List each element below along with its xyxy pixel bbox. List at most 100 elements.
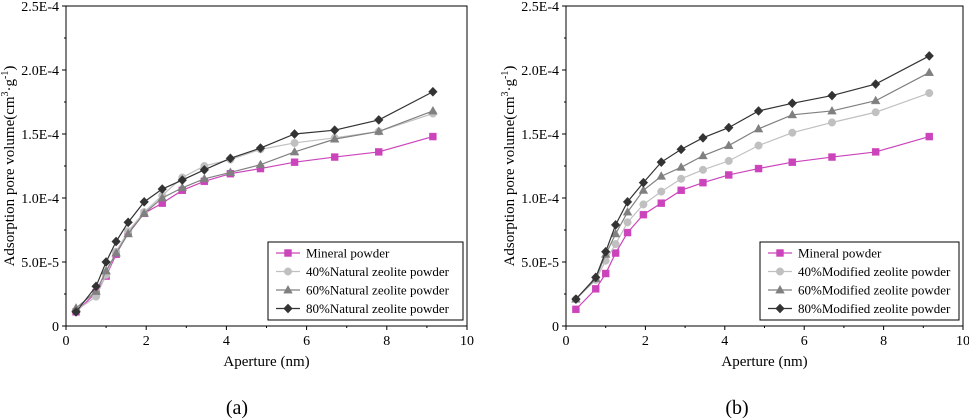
- panel-label: (a): [226, 397, 248, 419]
- legend-entry: 60%Modified zeolite powder: [798, 283, 951, 298]
- x-tick-label: 0: [563, 334, 570, 349]
- triangle-marker: [775, 284, 785, 294]
- triangle-marker: [139, 208, 149, 217]
- diamond-marker: [775, 303, 785, 314]
- diamond-marker: [753, 106, 764, 116]
- triangle-marker: [698, 150, 708, 160]
- triangle-marker: [111, 248, 121, 257]
- triangle-marker: [123, 228, 133, 238]
- diamond-marker: [638, 177, 649, 188]
- diamond-marker: [622, 196, 633, 207]
- circle-marker: [827, 118, 836, 127]
- circle-marker: [677, 174, 686, 183]
- y-label-superscript: 3: [500, 91, 511, 96]
- triangle-marker: [753, 123, 764, 133]
- diamond-marker: [111, 236, 121, 247]
- y-tick-label: 0: [52, 320, 59, 335]
- legend: Mineral powder 40%Modified zeolite powder…: [759, 241, 960, 321]
- diamond-marker: [255, 143, 266, 153]
- x-axis-label: Aperture (nm): [223, 354, 309, 370]
- circle-marker: [284, 267, 293, 276]
- triangle-marker: [924, 67, 934, 76]
- y-label-text: ·g: [502, 78, 518, 91]
- legend-entry: Mineral powder: [306, 246, 390, 261]
- diamond-marker: [601, 246, 611, 257]
- square-marker: [284, 249, 292, 257]
- circle-marker: [754, 141, 763, 150]
- legend-entry: Mineral powder: [798, 246, 882, 261]
- diamond-marker: [329, 125, 340, 136]
- legend-entry: 60%Natural zeolite powder: [306, 283, 450, 298]
- series-diamond: [571, 51, 934, 305]
- y-tick-label: 2.0E-4: [521, 64, 559, 79]
- x-tick-label: 2: [642, 334, 649, 349]
- diamond-marker: [374, 115, 384, 125]
- square-marker: [611, 249, 620, 257]
- triangle-marker: [199, 173, 210, 183]
- triangle-marker: [827, 105, 837, 115]
- square-marker: [754, 164, 763, 173]
- y-tick-label: 0: [552, 320, 559, 335]
- legend-box: [759, 241, 960, 321]
- triangle-marker: [329, 134, 340, 143]
- circle-marker: [724, 156, 733, 165]
- circle-marker: [698, 165, 707, 174]
- diamond-marker: [177, 175, 187, 185]
- legend-entry: 80%Modified zeolite powder: [798, 301, 951, 316]
- legend-entry: 80%Natural zeolite powder: [306, 301, 450, 316]
- square-marker: [290, 158, 299, 166]
- square-marker: [592, 285, 600, 293]
- y-axis-label: Adsorption pore volume(cm3·g-1): [500, 66, 518, 267]
- y-tick-label: 2.5E-4: [521, 0, 559, 15]
- square-marker: [776, 249, 784, 257]
- y-tick-label: 2.5E-4: [21, 0, 59, 15]
- diamond-marker: [289, 129, 300, 139]
- square-marker: [623, 228, 632, 237]
- square-marker: [699, 178, 707, 187]
- diamond-marker: [870, 79, 881, 89]
- square-marker: [330, 153, 339, 161]
- x-tick-label: 4: [223, 334, 230, 349]
- y-label-superscript: -1: [0, 71, 11, 79]
- circle-marker: [611, 240, 620, 249]
- diamond-marker: [698, 132, 708, 143]
- diamond-marker: [428, 86, 438, 97]
- square-marker: [429, 132, 437, 141]
- triangle-marker: [638, 185, 649, 194]
- y-tick-label: 2.0E-4: [21, 64, 59, 79]
- x-tick-label: 4: [721, 334, 728, 349]
- triangle-marker: [622, 207, 633, 216]
- diamond-marker: [91, 281, 101, 292]
- square-marker: [677, 186, 685, 195]
- circle-marker: [623, 218, 632, 227]
- square-marker: [925, 132, 933, 141]
- triangle-marker: [177, 182, 188, 192]
- legend-entry: 40%Natural zeolite powder: [306, 264, 450, 279]
- triangle-marker: [428, 105, 438, 115]
- x-tick-label: 2: [143, 334, 150, 349]
- y-label-text: Adsorption pore volume(cm: [502, 96, 518, 266]
- y-label-text: ·g: [2, 78, 18, 91]
- x-tick-label: 6: [801, 334, 808, 349]
- diamond-marker: [676, 144, 686, 155]
- diamond-marker: [283, 303, 293, 314]
- square-marker: [788, 158, 796, 166]
- square-marker: [725, 171, 733, 179]
- triangle-marker: [225, 167, 236, 176]
- y-label-text: ): [502, 66, 518, 71]
- triangle-marker: [610, 228, 621, 238]
- circle-marker: [788, 128, 797, 137]
- square-marker: [639, 210, 648, 219]
- diamond-marker: [724, 122, 734, 133]
- circle-marker: [657, 187, 666, 196]
- x-tick-label: 10: [956, 334, 969, 349]
- triangle-marker: [283, 284, 293, 294]
- triangle-marker: [870, 95, 881, 105]
- triangle-marker: [374, 126, 384, 135]
- diamond-marker: [123, 217, 133, 228]
- square-marker: [572, 305, 580, 314]
- y-tick-label: 1.0E-4: [521, 192, 559, 207]
- circle-marker: [925, 89, 934, 98]
- y-tick-label: 1.5E-4: [521, 128, 559, 143]
- y-tick-label: 5.0E-5: [521, 256, 559, 271]
